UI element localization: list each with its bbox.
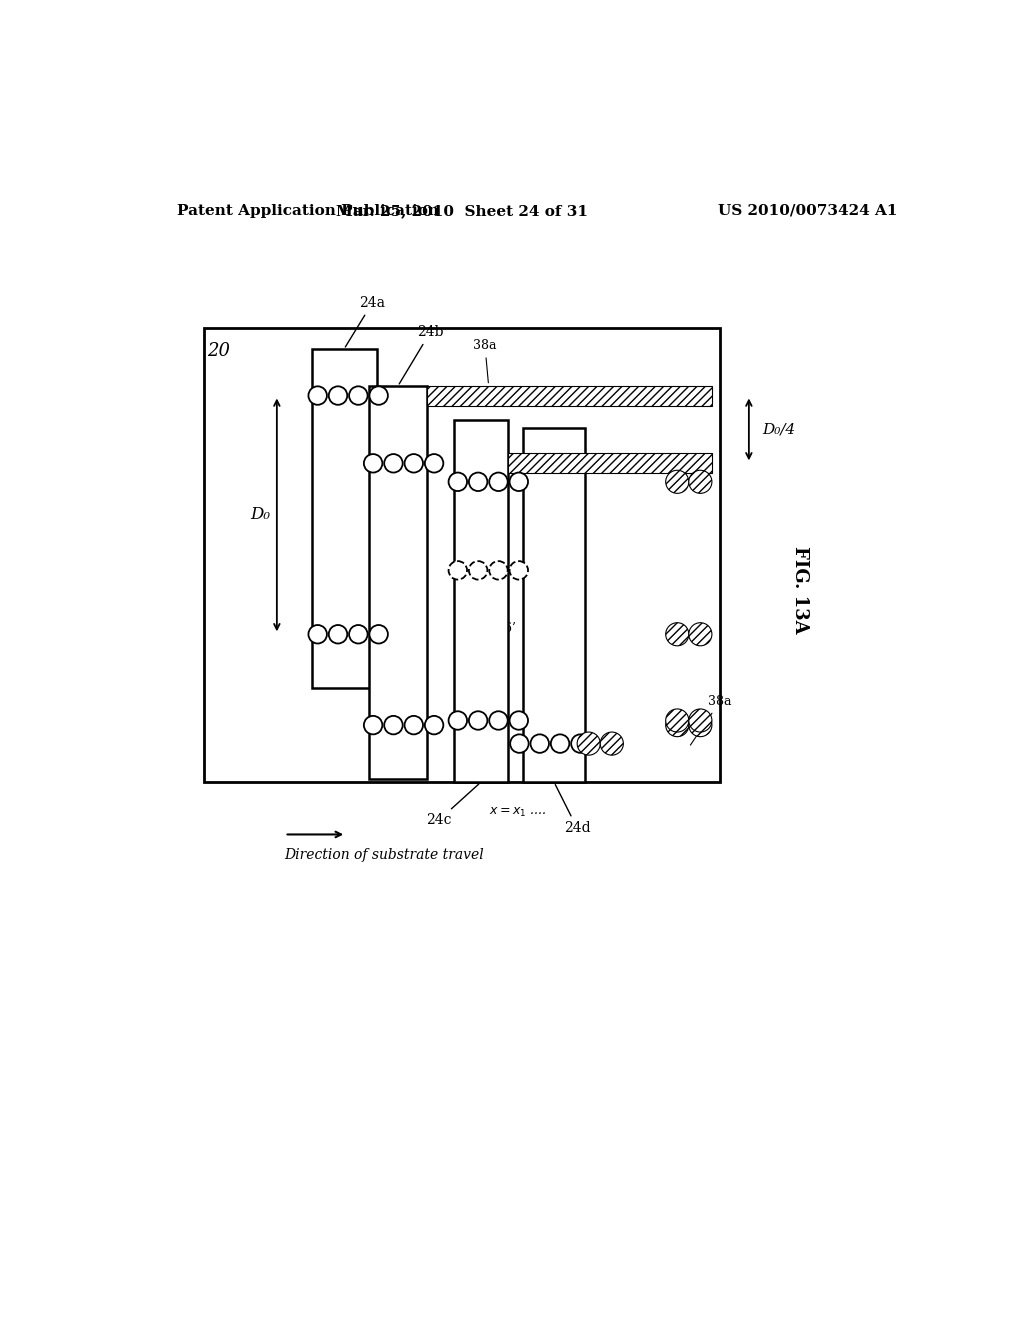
Circle shape [578, 733, 600, 755]
Circle shape [308, 387, 327, 405]
Circle shape [571, 734, 590, 752]
Circle shape [530, 734, 549, 752]
Bar [508, 453, 712, 474]
Text: 38a: 38a [473, 339, 497, 383]
Circle shape [489, 473, 508, 491]
Circle shape [370, 626, 388, 644]
Circle shape [384, 715, 402, 734]
Text: Patent Application Publication: Patent Application Publication [177, 203, 438, 218]
Text: 24a: 24a [345, 296, 385, 347]
Circle shape [449, 561, 467, 579]
Circle shape [689, 709, 712, 733]
Circle shape [349, 387, 368, 405]
Text: 36: 36 [532, 684, 570, 744]
Text: 24b: 24b [399, 325, 443, 384]
Text: 38a: 38a [690, 696, 731, 746]
Circle shape [425, 454, 443, 473]
Text: 36’: 36’ [460, 583, 516, 635]
Circle shape [510, 473, 528, 491]
Bar [370, 387, 427, 779]
Circle shape [666, 623, 689, 645]
Circle shape [384, 454, 402, 473]
Circle shape [349, 626, 368, 644]
Circle shape [404, 454, 423, 473]
Circle shape [404, 715, 423, 734]
Circle shape [689, 470, 712, 494]
Circle shape [510, 711, 528, 730]
Bar [454, 420, 508, 781]
Circle shape [329, 387, 347, 405]
Bar [204, 327, 720, 781]
Text: 24d: 24d [555, 784, 591, 836]
Text: FIG. 13A: FIG. 13A [792, 545, 809, 634]
Circle shape [449, 711, 467, 730]
Circle shape [308, 626, 327, 644]
Bar [311, 350, 377, 688]
Circle shape [449, 473, 467, 491]
Circle shape [364, 715, 382, 734]
Text: US 2010/0073424 A1: US 2010/0073424 A1 [719, 203, 898, 218]
Circle shape [469, 473, 487, 491]
Circle shape [489, 711, 508, 730]
Circle shape [469, 561, 487, 579]
Circle shape [689, 714, 712, 737]
Text: Direction of substrate travel: Direction of substrate travel [285, 849, 484, 862]
Circle shape [666, 714, 689, 737]
Circle shape [469, 711, 487, 730]
Text: D₀/4: D₀/4 [763, 422, 796, 437]
Text: D₀: D₀ [250, 507, 270, 524]
Text: Mar. 25, 2010  Sheet 24 of 31: Mar. 25, 2010 Sheet 24 of 31 [336, 203, 588, 218]
Circle shape [551, 734, 569, 752]
Circle shape [666, 709, 689, 733]
Circle shape [510, 561, 528, 579]
Circle shape [666, 470, 689, 494]
Bar [523, 428, 585, 781]
Circle shape [329, 626, 347, 644]
Circle shape [689, 623, 712, 645]
Text: 24c: 24c [426, 784, 479, 828]
Circle shape [370, 387, 388, 405]
Text: 20: 20 [208, 342, 230, 359]
Text: $x = x_1$ ....: $x = x_1$ .... [488, 805, 546, 818]
Circle shape [489, 561, 508, 579]
Circle shape [510, 734, 528, 752]
Bar [427, 385, 712, 405]
Circle shape [364, 454, 382, 473]
Circle shape [425, 715, 443, 734]
Circle shape [600, 733, 624, 755]
